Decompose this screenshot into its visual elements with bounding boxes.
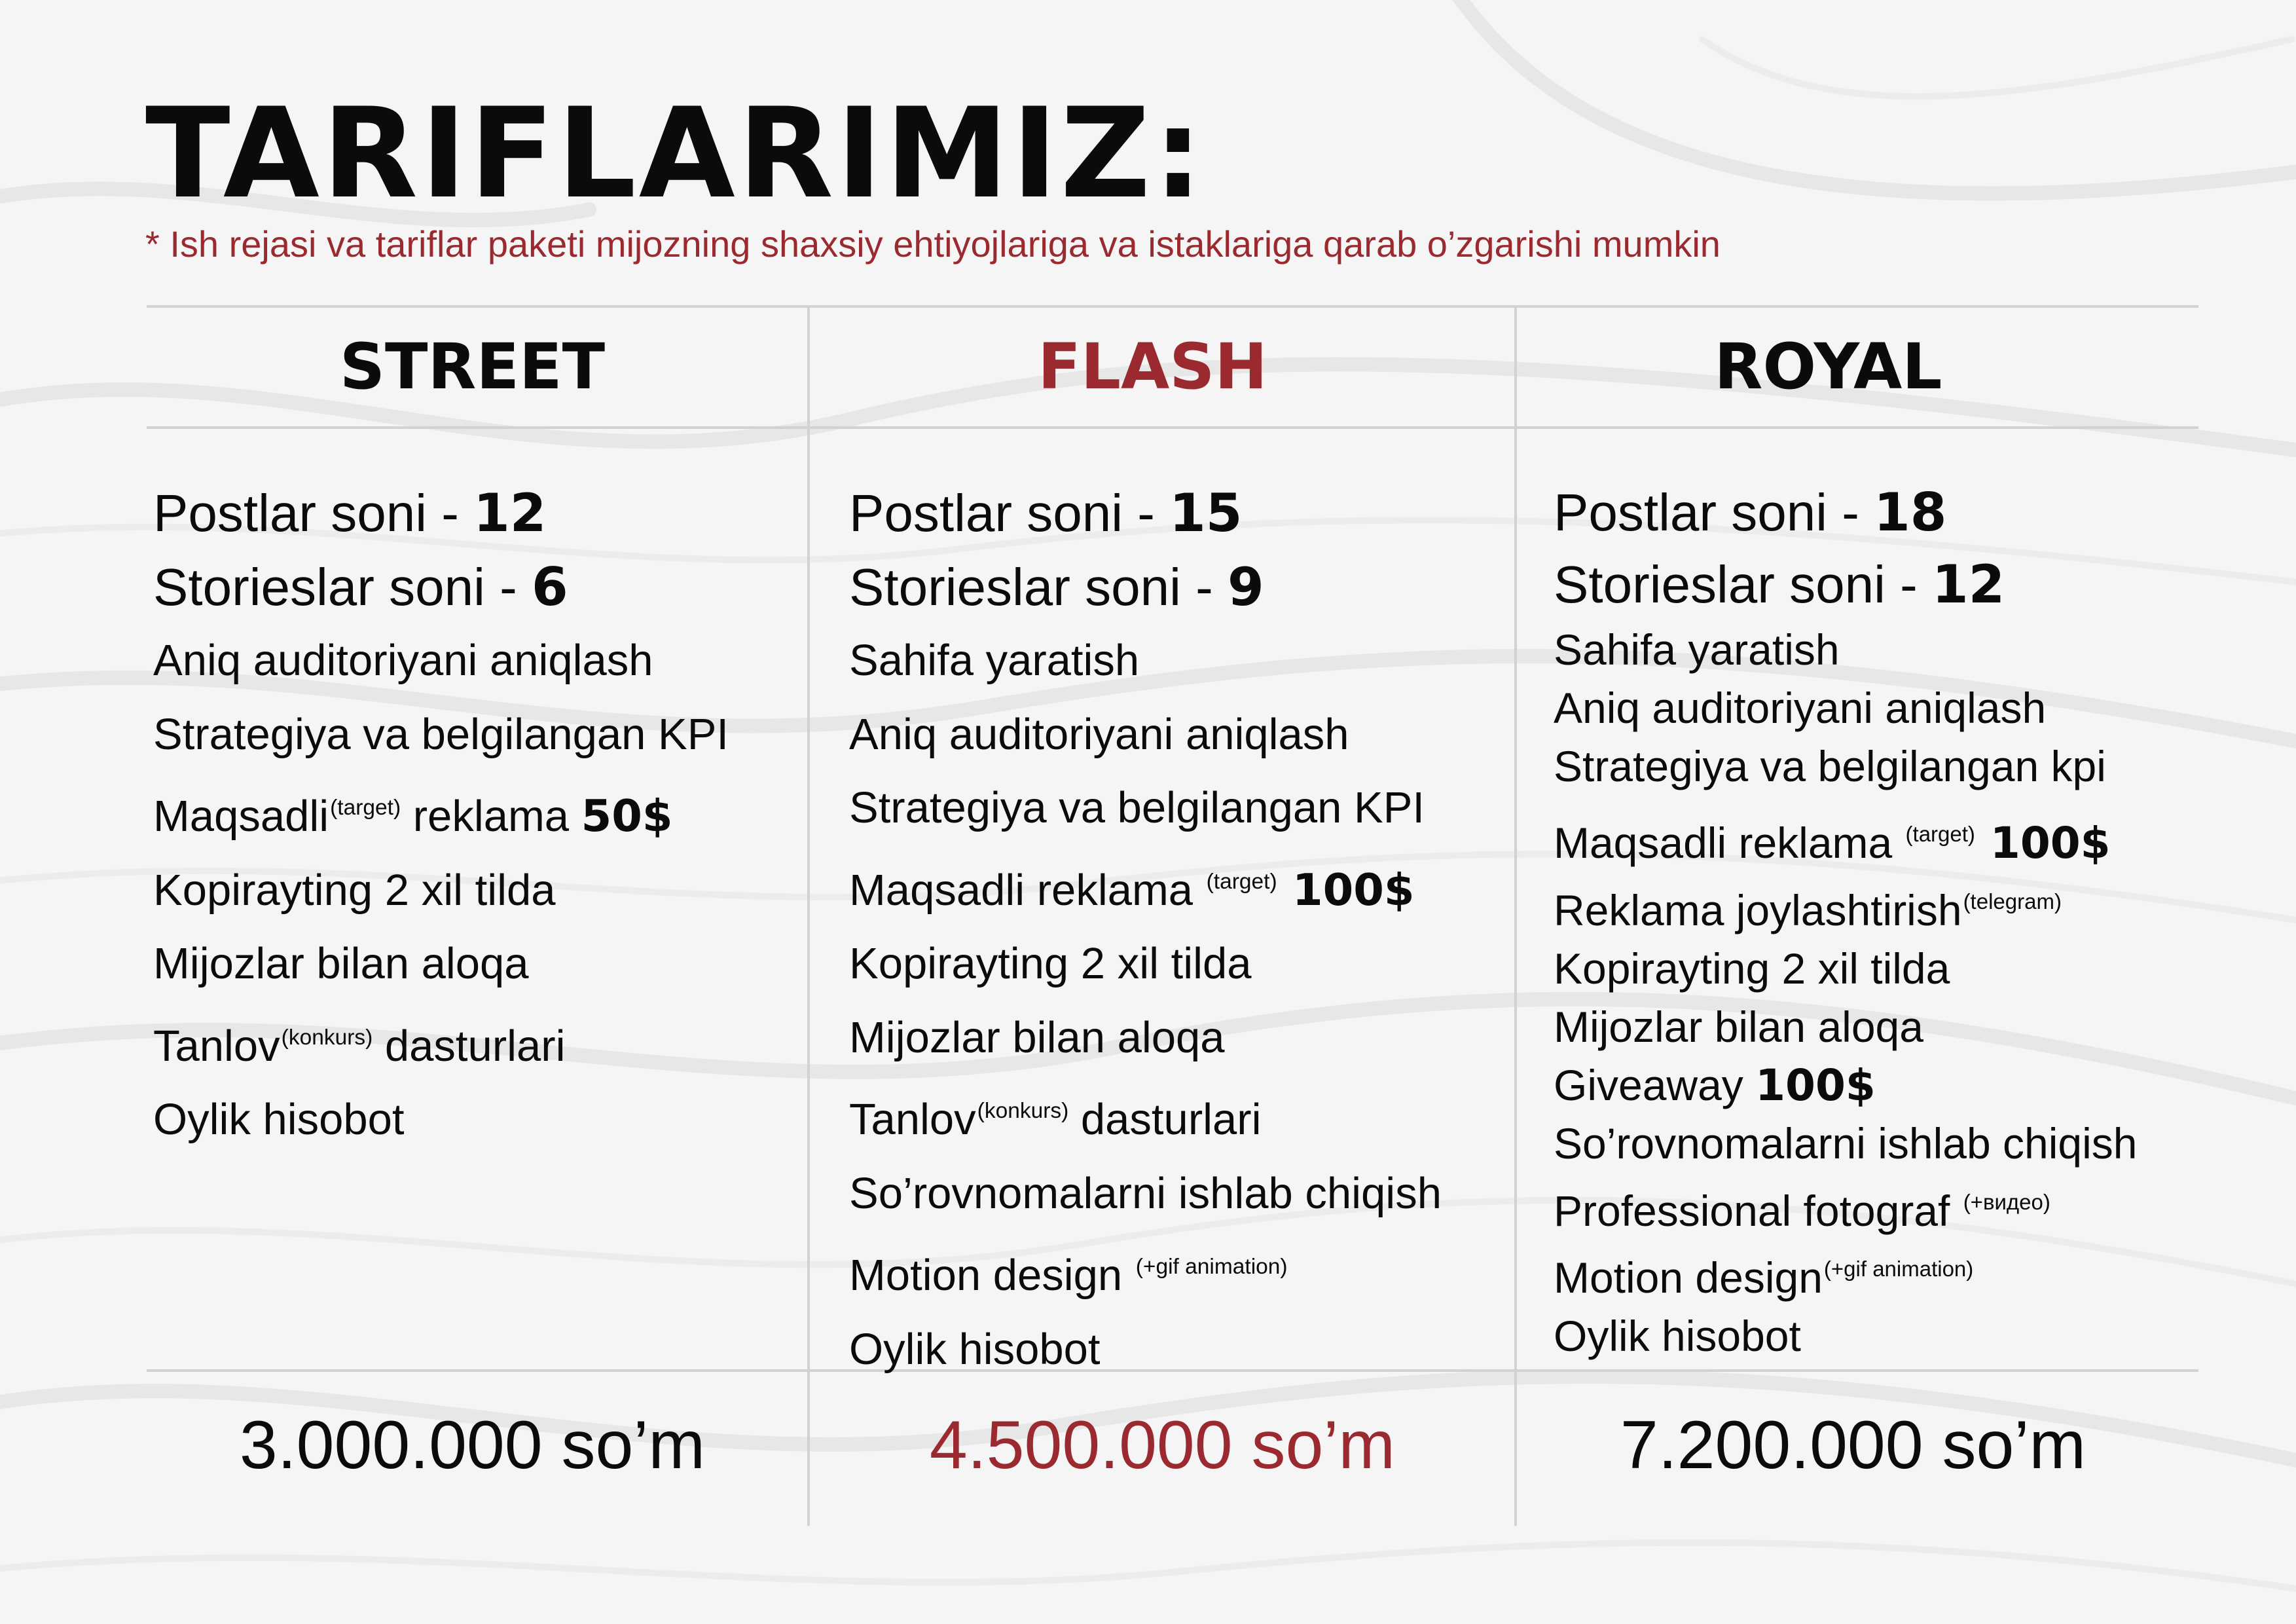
feature-stories: Storieslar soni - 9 bbox=[849, 556, 1264, 618]
feature-copywriting: Kopirayting 2 xil tilda bbox=[153, 865, 556, 915]
header-divider bbox=[147, 426, 2198, 429]
feature-photo: Professional fotograf (+видео) bbox=[1554, 1186, 2050, 1235]
feature-surveys: So’rovnomalarni ishlab chiqish bbox=[849, 1168, 1442, 1218]
column-divider-1 bbox=[807, 306, 810, 1526]
feature-clients: Mijozlar bilan aloqa bbox=[153, 939, 529, 989]
table-top-border bbox=[147, 305, 2198, 308]
feature-stories: Storieslar soni - 6 bbox=[153, 556, 568, 618]
page-subtitle: * Ish rejasi va tariflar paketi mijoznin… bbox=[145, 223, 1721, 265]
feature-report: Oylik hisobot bbox=[849, 1324, 1101, 1374]
feature-motion: Motion design (+gif animation) bbox=[849, 1251, 1288, 1301]
feature-clients: Mijozlar bilan aloqa bbox=[849, 1012, 1225, 1062]
plan-features-flash: Postlar soni - 15 Storieslar soni - 9 Sa… bbox=[849, 477, 1442, 1386]
plan-name-flash: FLASH bbox=[1038, 330, 1267, 403]
feature-surveys: So’rovnomalarni ishlab chiqish bbox=[1554, 1118, 2138, 1168]
feature-copywriting: Kopirayting 2 xil tilda bbox=[849, 939, 1252, 989]
plan-name-royal: ROYAL bbox=[1714, 330, 1942, 403]
price-royal: 7.200.000 so’m bbox=[1620, 1407, 2086, 1483]
plan-name-street: STREET bbox=[339, 330, 606, 403]
feature-motion: Motion design(+gif animation) bbox=[1554, 1253, 1974, 1302]
feature-contest: Tanlov(konkurs) dasturlari bbox=[153, 1021, 566, 1071]
feature-audience: Aniq auditoriyani aniqlash bbox=[849, 709, 1349, 759]
feature-placement: Reklama joylashtirish(telegram) bbox=[1554, 885, 2062, 934]
feature-page: Sahifa yaratish bbox=[1554, 625, 1840, 674]
feature-audience: Aniq auditoriyani aniqlash bbox=[153, 636, 653, 685]
feature-stories: Storieslar soni - 12 bbox=[1554, 554, 2005, 615]
feature-posts: Postlar soni - 18 bbox=[1554, 482, 1947, 543]
feature-giveaway: Giveaway 100$ bbox=[1554, 1060, 1876, 1111]
feature-report: Oylik hisobot bbox=[1554, 1312, 1801, 1360]
plan-features-royal: Postlar soni - 18 Storieslar soni - 12 S… bbox=[1554, 477, 2137, 1365]
feature-ads: Maqsadli(target) reklama 50$ bbox=[153, 790, 673, 842]
feature-strategy: Strategiya va belgilangan KPI bbox=[849, 783, 1425, 832]
price-street: 3.000.000 so’m bbox=[239, 1407, 706, 1483]
feature-posts: Postlar soni - 12 bbox=[153, 483, 547, 544]
feature-audience: Aniq auditoriyani aniqlash bbox=[1554, 684, 2047, 732]
feature-clients: Mijozlar bilan aloqa bbox=[1554, 1002, 1923, 1051]
price-divider bbox=[147, 1369, 2198, 1372]
plan-features-street: Postlar soni - 12 Storieslar soni - 6 An… bbox=[153, 477, 729, 1157]
feature-strategy: Strategiya va belgilangan KPI bbox=[153, 709, 729, 759]
column-divider-2 bbox=[1514, 306, 1517, 1526]
feature-strategy: Strategiya va belgilangan kpi bbox=[1554, 742, 2106, 790]
feature-posts: Postlar soni - 15 bbox=[849, 483, 1243, 544]
feature-report: Oylik hisobot bbox=[153, 1095, 405, 1145]
feature-page: Sahifa yaratish bbox=[849, 636, 1140, 685]
price-flash: 4.500.000 so’m bbox=[929, 1407, 1396, 1483]
feature-ads: Maqsadli reklama (target) 100$ bbox=[1554, 817, 2111, 868]
feature-contest: Tanlov(konkurs) dasturlari bbox=[849, 1095, 1262, 1145]
feature-ads: Maqsadli reklama (target) 100$ bbox=[849, 864, 1415, 915]
feature-copywriting: Kopirayting 2 xil tilda bbox=[1554, 944, 1950, 993]
page-title: TARIFLARIMIZ: bbox=[145, 81, 1206, 226]
